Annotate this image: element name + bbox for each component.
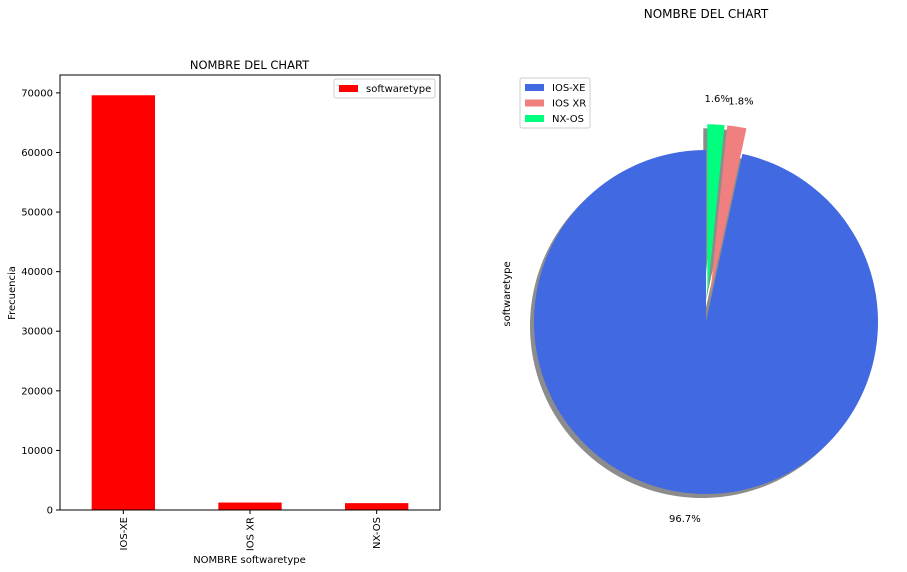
bar-y-tick-label: 10000	[21, 446, 53, 457]
bar-legend-box	[333, 78, 436, 99]
pie-slice-ios-xe	[534, 150, 879, 495]
bar-x-tick-label: IOS XR	[246, 517, 257, 551]
bar-y-tick-label: 40000	[21, 267, 53, 278]
pie-chart: softwaretype 96.7% 1.8%1.6% IOS-XE IOS XR N…	[502, 77, 879, 525]
bar-nx-os	[345, 503, 409, 510]
bar-y-tick-label: 70000	[21, 88, 53, 99]
pie-slice-nx-os	[707, 124, 725, 297]
pie-slices	[534, 124, 879, 495]
bar-legend-swatch	[339, 85, 358, 92]
pie-chart-ylabel: softwaretype	[502, 261, 513, 326]
pie-legend-swatch	[525, 99, 544, 107]
bar-ios-xe	[91, 95, 155, 510]
bar-x-tick-label: NX-OS	[372, 517, 383, 549]
bar-y-tick-label: 0	[47, 506, 53, 517]
bar-y-tick-label: 60000	[21, 148, 53, 159]
pie-legend-swatch	[525, 115, 544, 122]
figure-suptitle: NOMBRE DEL CHART	[644, 7, 769, 21]
bar-chart-frame	[59, 74, 441, 511]
bar-chart-title: NOMBRE DEL CHART	[190, 58, 310, 72]
pie-chart-legend: IOS-XE IOS XR NX-OS	[519, 77, 591, 129]
bar-chart-x-axis: IOS-XE IOS XR NX-OS	[119, 510, 383, 551]
bar-ios-xr	[218, 502, 282, 510]
bar-legend-label: softwaretype	[366, 84, 431, 95]
bar-y-tick-label: 50000	[21, 208, 53, 219]
pie-slice-ios-xr	[710, 125, 747, 297]
bar-y-tick-label: 30000	[21, 327, 53, 338]
pie-pct-label-nx-os: 1.6%	[705, 94, 730, 105]
bar-chart-bars	[91, 95, 409, 510]
bar-chart-y-axis: 0 10000 20000 30000 40000 50000 60000 70000	[21, 88, 60, 517]
pie-pct-label-ios-xr: 1.8%	[728, 97, 753, 108]
pie-legend-label: IOS-XE	[552, 83, 585, 94]
bar-chart-xlabel: NOMBRE softwaretype	[193, 555, 306, 566]
pie-legend-label: NX-OS	[552, 114, 584, 125]
pie-legend-label: IOS XR	[552, 99, 586, 110]
pie-labels: 96.7% 1.8%1.6%	[669, 94, 754, 525]
bar-y-tick-label: 20000	[21, 386, 53, 397]
bar-chart-ylabel: Frecuencia	[7, 266, 18, 320]
pie-pct-label-ios-xe: 96.7%	[669, 514, 701, 525]
bar-chart: NOMBRE DEL CHART Frecuencia NOMBRE softw…	[7, 58, 441, 566]
bar-x-tick-label: IOS-XE	[119, 517, 130, 550]
bar-chart-legend: softwaretype	[333, 78, 436, 99]
pie-legend-swatch	[525, 84, 544, 91]
